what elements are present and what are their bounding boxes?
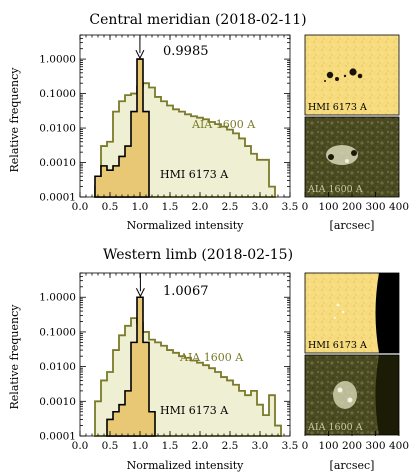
image-x-axis-label: [arcsec] xyxy=(330,219,375,232)
active-region-plage xyxy=(326,145,358,165)
x-tick-label: 3.0 xyxy=(252,440,269,452)
y-tick-label: 1.0000 xyxy=(39,292,76,304)
x-tick-label: 2.5 xyxy=(222,201,239,213)
image-label-aia: AIA 1600 A xyxy=(307,422,363,433)
image-x-tick-label: 300 xyxy=(365,201,385,213)
image-x-axis-label: [arcsec] xyxy=(330,459,375,472)
image-x-tick-label: 200 xyxy=(342,440,362,452)
x-tick-label: 3.0 xyxy=(252,201,269,213)
histogram-series-hmi xyxy=(94,58,150,198)
plot-frame xyxy=(79,272,291,437)
chart-title: Central meridian (2018-02-11) xyxy=(89,12,306,28)
x-tick-label: 1.0 xyxy=(132,201,149,213)
y-tick-label: 0.0100 xyxy=(39,123,76,135)
histogram-series-hmi xyxy=(106,296,156,437)
peak-arrow-head xyxy=(135,49,145,60)
image-x-axis: 0 100 200 300 400 xyxy=(302,192,409,213)
chart-title: Western limb (2018-02-15) xyxy=(103,247,293,263)
image-label-hmi: HMI 6173 A xyxy=(308,340,367,351)
x-tick-label: 0.0 xyxy=(72,201,89,213)
y-tick-label: 1.0000 xyxy=(39,54,76,66)
solar-limb xyxy=(375,273,399,353)
image-x-axis: 0 100 200 300 400 xyxy=(302,431,409,452)
panel-western-limb: Western limb (2018-02-15) 0.0 0.5 1.0 1.5 2.… xyxy=(8,247,298,472)
histogram-plot: 0.0 0.5 1.0 1.5 2.0 2.5 3.0 3.5 0.0001 0.0010 0.01… xyxy=(39,272,299,452)
x-tick-label: 1.5 xyxy=(162,201,179,213)
x-tick-label: 0.5 xyxy=(102,201,119,213)
peak-annotation: 0.9985 xyxy=(163,44,209,59)
y-tick-label: 0.1000 xyxy=(39,88,76,100)
plot-frame xyxy=(79,34,291,198)
y-tick-label: 0.0010 xyxy=(39,396,76,408)
y-tick-label: 0.0001 xyxy=(39,192,76,204)
image-x-tick-label: 0 xyxy=(302,440,309,452)
image-x-tick-label: 200 xyxy=(342,201,362,213)
image-x-tick-label: 100 xyxy=(318,201,338,213)
x-tick-label: 1.5 xyxy=(162,440,179,452)
image-label-aia: AIA 1600 A xyxy=(307,184,363,195)
x-tick-label: 2.0 xyxy=(192,201,209,213)
legend-aia-label: AIA 1600 A xyxy=(191,118,256,131)
image-column-top: HMI 6173 A AIA 1600 A 0 100 200 300 400 [arc… xyxy=(302,34,409,232)
sunspot-group xyxy=(324,68,363,82)
x-tick-label: 1.0 xyxy=(132,440,149,452)
legend-hmi-label: HMI 6173 A xyxy=(160,168,229,181)
x-tick-label: 3.5 xyxy=(282,201,299,213)
peak-arrow-head xyxy=(135,288,145,298)
faculae xyxy=(334,303,345,319)
x-tick-label: 2.5 xyxy=(222,440,239,452)
y-axis-label: Relative frequency xyxy=(8,67,21,173)
y-tick-label: 0.0100 xyxy=(39,361,76,373)
y-tick-label: 0.1000 xyxy=(39,326,76,338)
image-x-tick-label: 400 xyxy=(389,201,409,213)
x-tick-label: 0.0 xyxy=(72,440,89,452)
y-axis-label: Relative frequency xyxy=(8,304,21,410)
image-x-tick-label: 0 xyxy=(302,201,309,213)
x-axis-label: Normalized intensity xyxy=(127,219,245,232)
histogram-plot: 0.0 0.5 1.0 1.5 2.0 2.5 3.0 3.5 0.0001 0.0010 0.01… xyxy=(39,34,299,213)
image-x-tick-label: 300 xyxy=(365,440,385,452)
panel-central-meridian: Central meridian (2018-02-11) 0.0 0.5 1.0 1… xyxy=(8,12,307,232)
image-x-tick-label: 400 xyxy=(389,440,409,452)
image-x-tick-label: 100 xyxy=(318,440,338,452)
solar-limb-aia xyxy=(375,355,399,435)
x-tick-label: 0.5 xyxy=(102,440,119,452)
image-column-bottom: HMI 6173 A AIA 1600 A 0 100 200 300 400 [arc… xyxy=(302,272,409,472)
active-region-plage xyxy=(333,381,357,409)
x-tick-label: 2.0 xyxy=(192,440,209,452)
x-tick-label: 3.5 xyxy=(282,440,299,452)
legend-hmi-label: HMI 6173 A xyxy=(160,404,229,417)
peak-annotation: 1.0067 xyxy=(163,284,209,299)
image-label-hmi: HMI 6173 A xyxy=(308,102,367,113)
y-tick-label: 0.0010 xyxy=(39,157,76,169)
legend-aia-label: AIA 1600 A xyxy=(179,351,244,364)
y-tick-label: 0.0001 xyxy=(39,431,76,443)
x-axis-label: Normalized intensity xyxy=(127,459,245,472)
